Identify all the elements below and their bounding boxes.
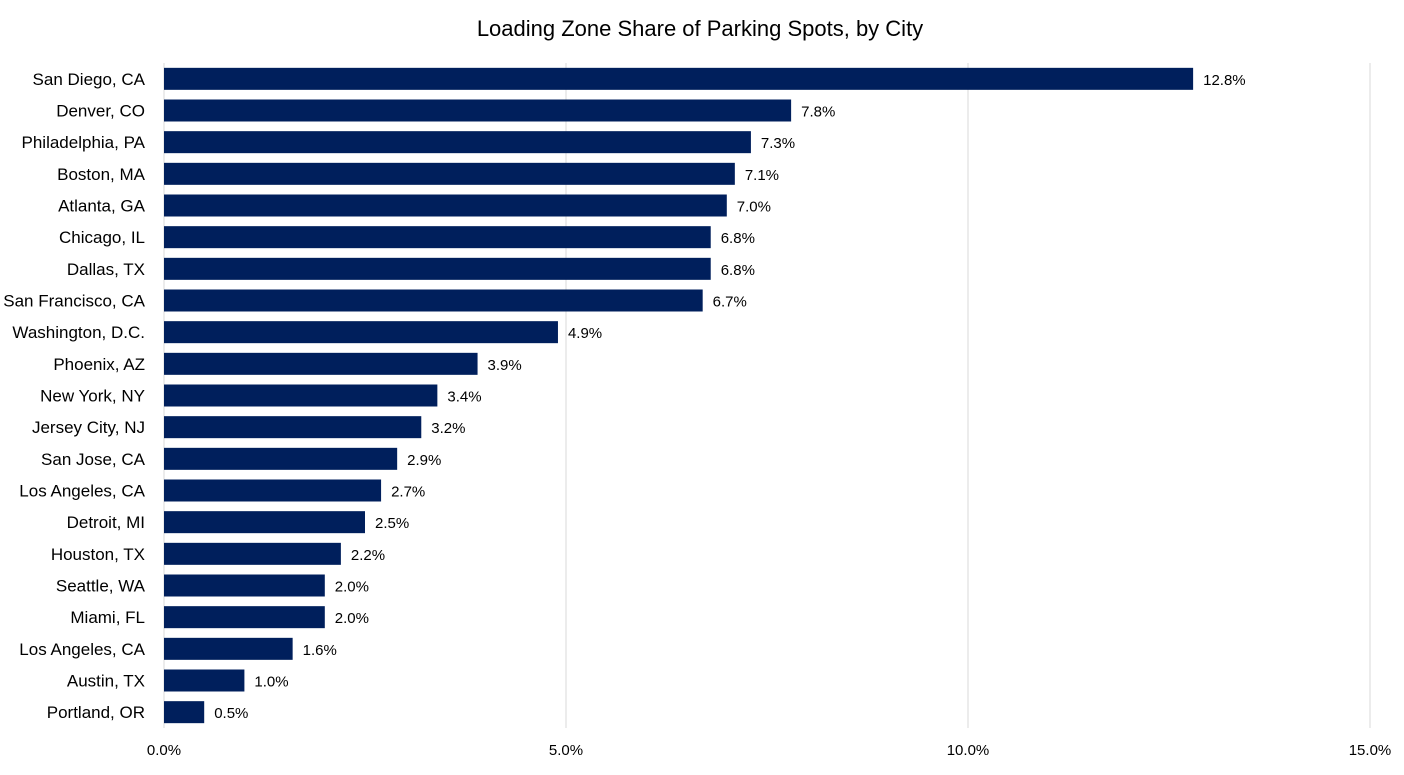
category-label: Seattle, WA xyxy=(56,577,146,596)
category-label: Boston, MA xyxy=(57,165,146,184)
bar xyxy=(164,637,293,660)
bar xyxy=(164,384,438,407)
bar xyxy=(164,701,205,724)
data-label: 3.2% xyxy=(431,420,465,437)
data-label: 12.8% xyxy=(1203,72,1246,89)
category-label: San Diego, CA xyxy=(33,70,146,89)
category-label: New York, NY xyxy=(40,387,145,406)
bar xyxy=(164,606,325,629)
bar xyxy=(164,226,711,249)
category-label: Portland, OR xyxy=(47,703,145,722)
category-label: Jersey City, NJ xyxy=(32,418,145,437)
data-label: 7.8% xyxy=(801,104,835,121)
x-axis-tick-labels: 0.0% 5.0% 10.0% 15.0% xyxy=(147,742,1391,759)
bar xyxy=(164,574,325,597)
x-tick-label: 0.0% xyxy=(147,742,181,759)
data-label: 2.2% xyxy=(351,547,385,564)
bar xyxy=(164,352,478,375)
x-tick-label: 5.0% xyxy=(549,742,583,759)
category-label: Phoenix, AZ xyxy=(53,355,145,374)
data-label: 3.4% xyxy=(447,389,481,406)
data-label: 0.5% xyxy=(214,705,248,722)
x-tick-label: 15.0% xyxy=(1349,742,1392,759)
category-labels: San Diego, CA Denver, CO Philadelphia, PA B… xyxy=(3,70,145,722)
bar xyxy=(164,447,398,470)
bar xyxy=(164,542,341,565)
data-label: 6.7% xyxy=(713,294,747,311)
data-label: 4.9% xyxy=(568,325,602,342)
bar xyxy=(164,289,703,312)
category-label: Denver, CO xyxy=(56,102,145,121)
category-label: Los Angeles, CA xyxy=(19,482,145,501)
category-label: Dallas, TX xyxy=(67,260,145,279)
bar xyxy=(164,511,365,534)
data-label: 1.0% xyxy=(254,674,288,691)
bar xyxy=(164,131,751,154)
data-label: 2.5% xyxy=(375,515,409,532)
data-label: 6.8% xyxy=(721,230,755,247)
chart-title: Loading Zone Share of Parking Spots, by … xyxy=(477,16,923,41)
x-tick-label: 10.0% xyxy=(947,742,990,759)
data-label: 2.0% xyxy=(335,579,369,596)
category-label: Detroit, MI xyxy=(67,513,145,532)
data-label: 2.9% xyxy=(407,452,441,469)
bar xyxy=(164,416,422,439)
data-label: 7.0% xyxy=(737,199,771,216)
category-label: Washington, D.C. xyxy=(12,323,145,342)
category-label: Miami, FL xyxy=(70,608,145,627)
bar xyxy=(164,321,558,344)
bars xyxy=(164,67,1194,724)
bar xyxy=(164,162,735,185)
category-label: Chicago, IL xyxy=(59,228,145,247)
data-labels: 12.8% 7.8% 7.3% 7.1% 7.0% 6.8% 6.8% 6.7% 4.9% 3.9… xyxy=(214,72,1245,722)
data-label: 2.0% xyxy=(335,610,369,627)
category-label: San Jose, CA xyxy=(41,450,146,469)
category-label: San Francisco, CA xyxy=(3,292,145,311)
bar xyxy=(164,669,245,692)
category-label: Austin, TX xyxy=(67,672,145,691)
bar xyxy=(164,479,382,502)
category-label: Houston, TX xyxy=(51,545,145,564)
bar xyxy=(164,194,727,217)
category-label: Los Angeles, CA xyxy=(19,640,145,659)
data-label: 7.1% xyxy=(745,167,779,184)
data-label: 1.6% xyxy=(303,642,337,659)
data-label: 2.7% xyxy=(391,484,425,501)
data-label: 3.9% xyxy=(488,357,522,374)
bar xyxy=(164,67,1194,90)
category-label: Atlanta, GA xyxy=(58,197,146,216)
bar xyxy=(164,99,792,122)
data-label: 6.8% xyxy=(721,262,755,279)
bar xyxy=(164,257,711,280)
category-label: Philadelphia, PA xyxy=(22,133,146,152)
data-label: 7.3% xyxy=(761,135,795,152)
